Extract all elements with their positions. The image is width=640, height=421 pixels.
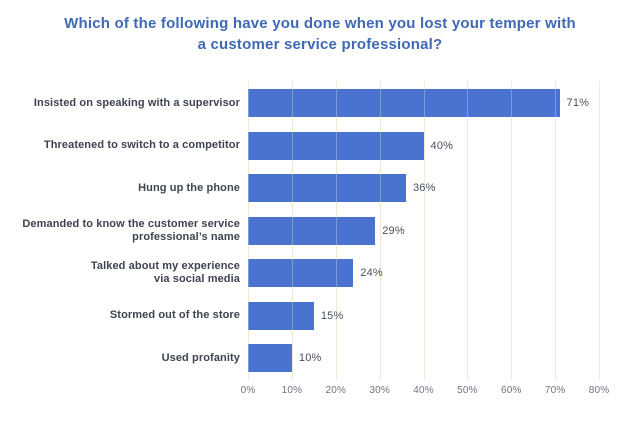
value-label: 36% [412,182,436,194]
gridline [555,81,557,380]
value-label: 71% [566,97,590,109]
x-tick-label: 10% [281,385,303,396]
category-label: Demanded to know the customer service pr… [22,217,240,243]
value-label: 29% [382,224,405,237]
category-label: Stormed out of the store [109,309,240,321]
gridline-overlay [335,81,337,380]
category-label: Talked about my experience via social me… [90,260,240,285]
gridline-overlay [467,81,469,380]
value-label: 24% [360,267,383,279]
bar [248,131,424,160]
gridline-overlay [291,81,293,380]
gridline [423,81,425,380]
bar [248,174,406,202]
chart-title: Which of the following have you done whe… [64,15,576,53]
gridline [599,81,600,380]
value-label: 15% [320,309,344,322]
x-tick-label: 80% [588,385,610,396]
value-label: 40% [430,139,454,152]
gridline [467,81,469,380]
bar [248,301,314,330]
category-label: Insisted on speaking with a supervisor [33,96,240,109]
x-tick-label: 50% [457,385,478,396]
x-tick-label: 0% [240,385,256,396]
gridline [379,81,381,380]
gridline-overlay [599,81,600,380]
category-label: Threatened to switch to a competitor [43,139,240,151]
x-tick-label: 30% [369,385,390,396]
bar [248,259,354,287]
category-label: Used profanity [161,351,240,364]
gridline-overlay [511,81,513,380]
bar [248,344,292,372]
gridline-overlay [555,81,557,380]
x-tick-label: 20% [325,385,347,396]
plot-area [248,81,600,380]
bar [248,216,376,245]
gridline [511,81,513,380]
gridline-overlay [423,81,425,380]
category-label: Hung up the phone [138,181,240,194]
x-tick-label: 70% [544,385,566,396]
value-label: 10% [298,352,322,364]
gridline-overlay [248,81,249,380]
x-tick-label: 60% [500,385,522,396]
bar [248,89,560,117]
x-tick-label: 40% [413,385,434,396]
gridline-overlay [379,81,381,380]
